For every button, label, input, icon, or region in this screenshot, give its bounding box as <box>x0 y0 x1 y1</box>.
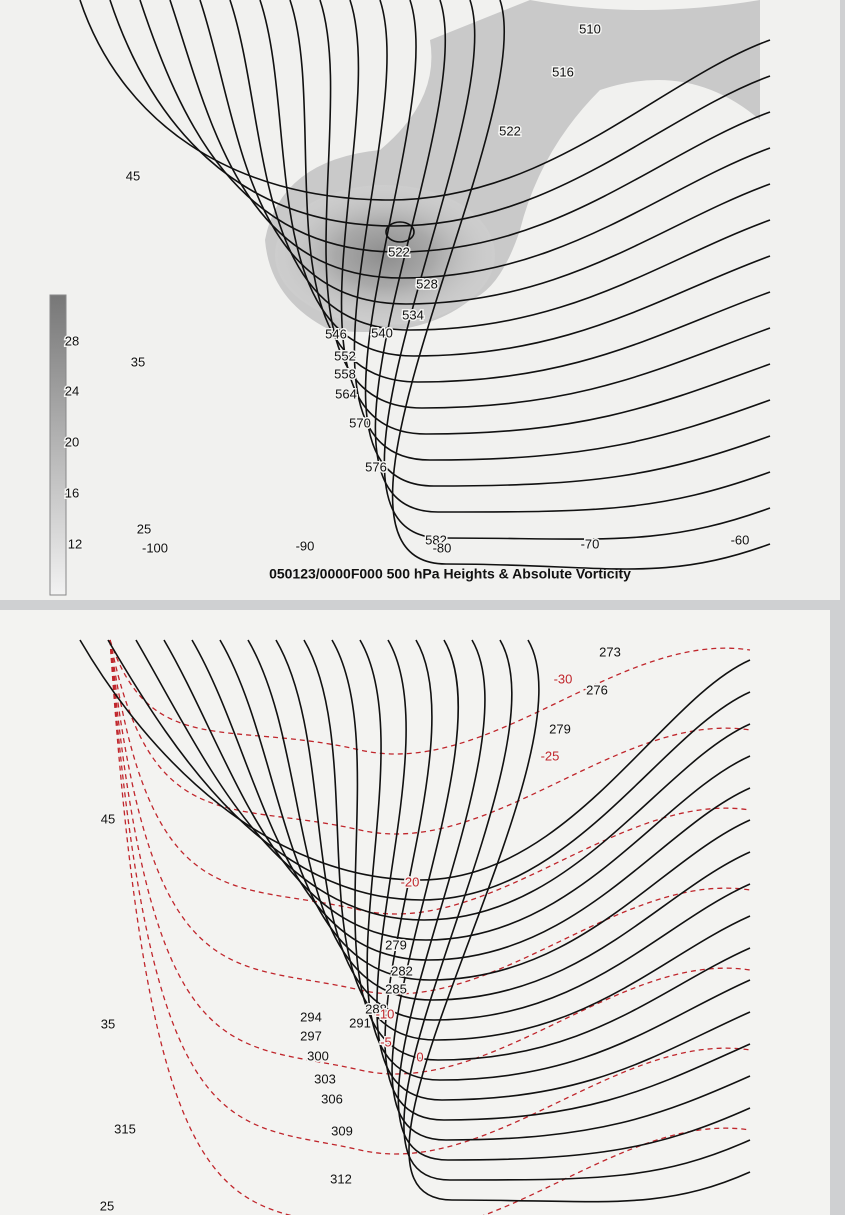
map-label: 564 <box>335 386 357 401</box>
isotherm <box>109 639 751 915</box>
map-label: 303 <box>314 1071 336 1086</box>
contour <box>391 639 751 1141</box>
contour <box>364 0 771 487</box>
contour <box>169 0 771 279</box>
contour <box>374 0 771 513</box>
map-label: -30 <box>554 671 573 686</box>
contour <box>135 639 751 921</box>
contour <box>353 0 771 461</box>
isotherm <box>109 639 751 835</box>
contour <box>384 639 751 1121</box>
contour <box>303 639 751 1041</box>
contour <box>107 639 751 901</box>
contour <box>319 0 771 409</box>
contour <box>199 0 771 305</box>
contour <box>331 639 751 1061</box>
map-label: -25 <box>541 748 560 763</box>
map-label: 20 <box>65 434 79 449</box>
isotherm <box>109 639 751 755</box>
closed-low <box>385 221 415 243</box>
map-label: 45 <box>126 168 140 183</box>
map-label: -80 <box>433 540 452 555</box>
isotherm <box>109 639 751 1155</box>
map-label: 279 <box>385 937 407 952</box>
map-label: -5 <box>380 1034 392 1049</box>
map-label: 45 <box>101 811 115 826</box>
map-label: 279 <box>549 721 571 736</box>
contour <box>383 0 771 540</box>
map-label: 25 <box>100 1198 114 1213</box>
map-label: 570 <box>349 415 371 430</box>
isotherm <box>109 639 751 995</box>
map-label: 276 <box>586 682 608 697</box>
contour <box>391 0 771 570</box>
map-label: 534 <box>402 307 424 322</box>
contour <box>229 0 771 331</box>
map-label: -70 <box>581 536 600 551</box>
contour <box>247 639 751 1001</box>
map-label: 312 <box>330 1171 352 1186</box>
contour <box>403 639 751 1181</box>
contour <box>109 0 771 227</box>
contour <box>79 0 771 201</box>
map-label: 25 <box>137 521 151 536</box>
temperature-contours <box>109 639 751 1215</box>
map-label: 510 <box>579 21 601 36</box>
map-label: 16 <box>65 485 79 500</box>
contour <box>275 639 751 1021</box>
map-label: 546 <box>325 326 347 341</box>
map-label: 558 <box>334 366 356 381</box>
map-label: -10 <box>376 1006 395 1021</box>
map-label: 282 <box>391 963 413 978</box>
contour <box>408 639 751 1203</box>
map-label: -20 <box>401 874 420 889</box>
map-label: 582 <box>425 532 447 547</box>
map-label: 522 <box>499 123 521 138</box>
isotherm <box>109 639 751 1215</box>
thickness-contours <box>79 639 751 1203</box>
contour <box>79 639 751 881</box>
map-label: 297 <box>300 1028 322 1043</box>
contour <box>259 0 771 357</box>
map-label: 300 <box>307 1048 329 1063</box>
height-contours <box>79 0 771 570</box>
map-label: 306 <box>321 1091 343 1106</box>
map-label: 528 <box>416 276 438 291</box>
map-label: 35 <box>131 354 145 369</box>
contour <box>163 639 751 941</box>
caption: 050123/0000F000 500 hPa Heights & Absolu… <box>269 566 631 582</box>
map-label: 522 <box>388 244 410 259</box>
contour <box>191 639 751 961</box>
colorbar <box>49 294 67 596</box>
map-label: 576 <box>365 459 387 474</box>
map-label: 288 <box>365 1001 387 1016</box>
map-label: 294 <box>300 1009 322 1024</box>
map-label: 315 <box>114 1121 136 1136</box>
map-label: 0 <box>416 1049 423 1064</box>
map-label: 285 <box>385 981 407 996</box>
map-label: -90 <box>296 538 315 553</box>
contour <box>139 0 771 253</box>
map-label: 24 <box>65 383 79 398</box>
map-label: 273 <box>599 644 621 659</box>
map-label: 28 <box>65 333 79 348</box>
contour <box>340 0 771 435</box>
map-label: 35 <box>101 1016 115 1031</box>
map-label: 552 <box>334 348 356 363</box>
isotherm <box>109 639 751 1075</box>
map-label: 12 <box>68 536 82 551</box>
map-label: 309 <box>331 1123 353 1138</box>
map-label: -100 <box>142 540 168 555</box>
vorticity-max <box>275 185 495 325</box>
contour <box>289 0 771 383</box>
map-label: 540 <box>371 325 393 340</box>
map-label: 291 <box>349 1015 371 1030</box>
contour <box>397 639 751 1161</box>
map-label: 516 <box>552 64 574 79</box>
contour <box>359 639 751 1081</box>
map-label: -60 <box>731 532 750 547</box>
